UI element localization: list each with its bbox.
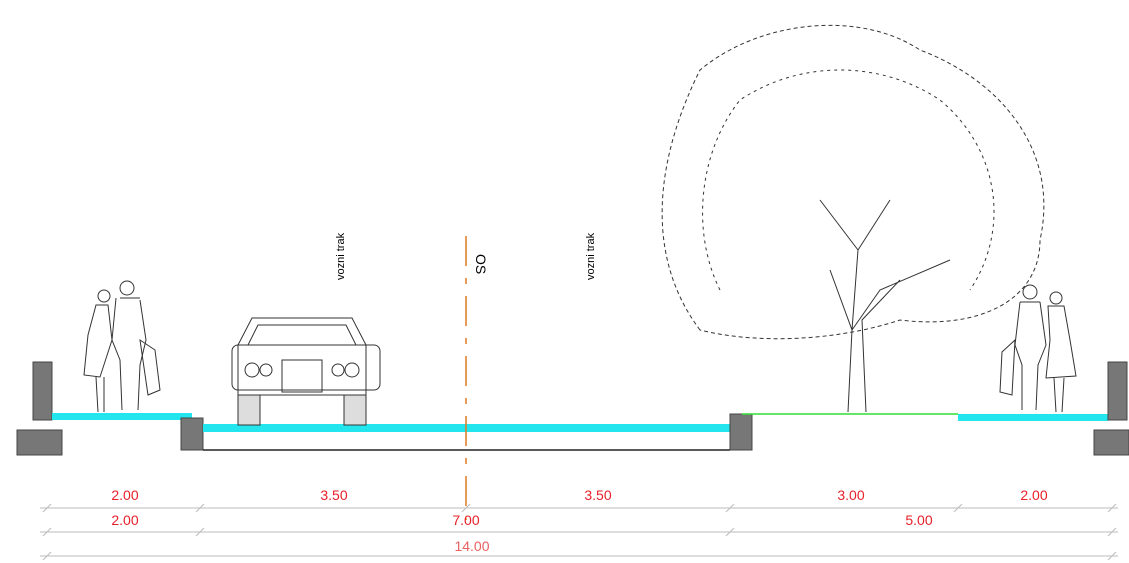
pedestrians-right	[999, 284, 1077, 413]
left-sidewalk	[52, 413, 192, 420]
dimension: 5.00	[905, 512, 932, 528]
lane-label: vozni trak	[585, 232, 597, 280]
dimension: 7.00	[452, 512, 479, 528]
dimension: 2.00	[111, 512, 138, 528]
lane-label: vozni trak	[335, 232, 347, 280]
tree	[661, 24, 1045, 413]
dimension: 2.00	[111, 487, 138, 503]
dimension: 3.00	[837, 487, 864, 503]
dimension: 3.50	[320, 487, 347, 503]
curb	[180, 417, 204, 451]
car	[231, 317, 381, 426]
curb	[729, 413, 753, 451]
dimension-total: 14.00	[454, 538, 489, 554]
right-curb	[1093, 361, 1129, 456]
pedestrians-left	[83, 280, 161, 413]
axis-label: OS	[473, 254, 489, 274]
left-curb	[16, 361, 63, 456]
dimension: 3.50	[584, 487, 611, 503]
dimension-lines	[40, 503, 1118, 561]
dimension: 2.00	[1020, 487, 1047, 503]
right-sidewalk	[958, 414, 1108, 421]
